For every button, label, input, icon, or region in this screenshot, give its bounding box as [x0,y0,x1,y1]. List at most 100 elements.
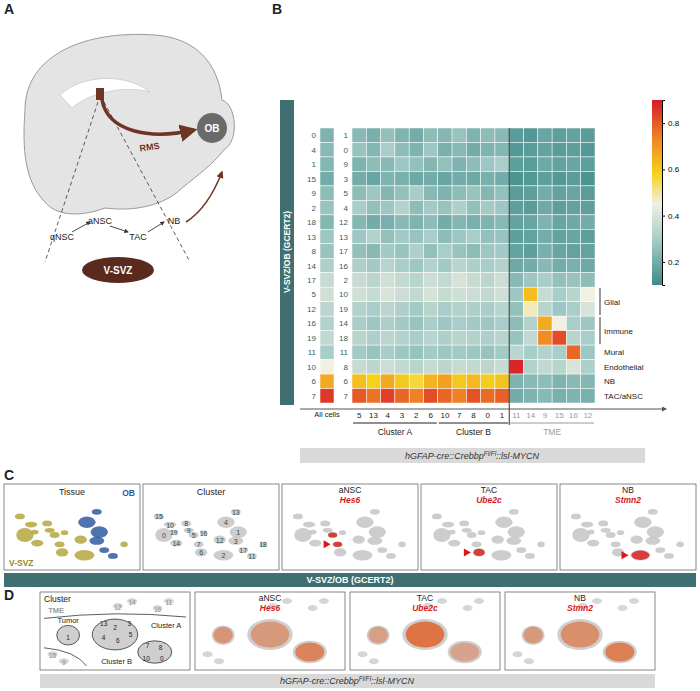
umap-panel: NBStmn2 [560,484,696,570]
marker-expression [523,627,542,644]
all-cells-cell [320,186,334,200]
lineage-arrow [72,222,90,232]
heatmap-cell [466,360,480,374]
heatmap-cell [566,229,580,243]
row-label: 8 [344,363,349,372]
umap-cluster [217,516,234,528]
heatmap-cell [409,302,423,316]
umap-cluster [509,509,519,515]
marker-gene: Stmn2 [615,495,641,505]
heatmap-cell [466,374,480,388]
umap-cluster [294,528,311,542]
marker-gene: Stmn2 [567,603,593,613]
heatmap-cell [381,331,395,345]
heatmap-cell [352,287,366,301]
panel-label: D [4,587,14,603]
region-label: TME [48,606,64,615]
heatmap-cell [352,200,366,214]
umap-frame [421,484,557,570]
marker-expression [561,621,600,647]
heatmap-cell [581,302,595,316]
heatmap-cell [438,200,452,214]
umap-cluster [442,522,454,528]
all-cells-cell [320,157,334,171]
heatmap-cell [538,157,552,171]
umap-title: aNSC [339,485,362,495]
umap-cluster [491,550,511,560]
heatmap-cell [366,374,380,388]
umap-cluster [31,540,43,547]
heatmap-cell [538,287,552,301]
heatmap-cell [352,142,366,156]
genotype: hGFAP-cre::CrebbpFl/Fl::lsl-MYCN [280,675,415,686]
cluster-label: 12 [114,604,122,611]
row-label: 0 [312,131,317,140]
panel-label: C [4,467,14,483]
heatmap-cell [524,215,538,229]
heatmap-cell [481,142,495,156]
row-label: 2 [344,276,349,285]
heatmap-cell [423,331,437,345]
heatmap-cell [366,215,380,229]
heatmap-cell [466,244,480,258]
genotype: hGFAP-cre::CrebbpFl/Fl::lsl-MYCN [405,450,540,461]
tumor-region [212,625,235,645]
umap-cluster [664,553,674,559]
heatmap-cell [366,171,380,185]
all-cells-cell [320,200,334,214]
heatmap-cell [538,345,552,359]
group-label: Cluster B [456,427,491,437]
umap-cluster [433,528,450,542]
heatmap-cell [552,331,566,345]
column-label: 11 [512,411,521,420]
row-label: 15 [307,175,316,184]
heatmap-cell [581,157,595,171]
heatmap-cell [409,215,423,229]
umap-cluster [587,530,594,535]
umap-cluster [74,550,94,560]
heatmap-cell [524,360,538,374]
heatmap-cell [524,186,538,200]
heatmap-cell [466,157,480,171]
lineage-stage: aNSC [88,216,113,226]
heatmap-cell [409,287,423,301]
heatmap-cell [581,389,595,403]
heatmap-cell [452,389,466,403]
row-label: 17 [307,276,316,285]
marker-expression [251,621,290,647]
tme-cluster [369,658,379,664]
marker-expression [631,551,649,560]
tme-boundary [44,648,87,666]
lineage-stage: TAC [129,232,147,242]
heatmap-cell [381,128,395,142]
marker-expression [474,549,485,556]
marker-expression [450,642,479,661]
heatmap-cell [481,171,495,185]
region-label: Cluster A [151,621,181,630]
cluster-label: 16 [154,606,162,613]
lineage-arrow [110,226,128,232]
heatmap-cell [481,157,495,171]
heatmap-cell [581,186,595,200]
cluster-label: 9 [187,527,191,534]
heatmap-cell [366,186,380,200]
heatmap-cell [524,157,538,171]
annotation-bracket [600,317,601,344]
cluster-label: 0 [162,532,166,539]
heatmap-cell [423,244,437,258]
heatmap-cell [409,128,423,142]
ob-node [197,113,227,143]
column-label: 13 [369,411,378,420]
umap-panel: TACUbe2c [350,592,500,670]
heatmap-cell [538,374,552,388]
tumor-region [92,619,137,650]
heatmap-cell [352,186,366,200]
heatmap-cell [409,374,423,388]
marker-gene: Ube2c [412,603,438,613]
umap-cluster [462,528,472,533]
ob-label: OB [205,123,220,134]
tme-cluster [463,605,473,611]
umap-cluster [61,530,68,535]
colorbar-tick-label: 0.8 [668,119,680,128]
heatmap-cell [452,157,466,171]
